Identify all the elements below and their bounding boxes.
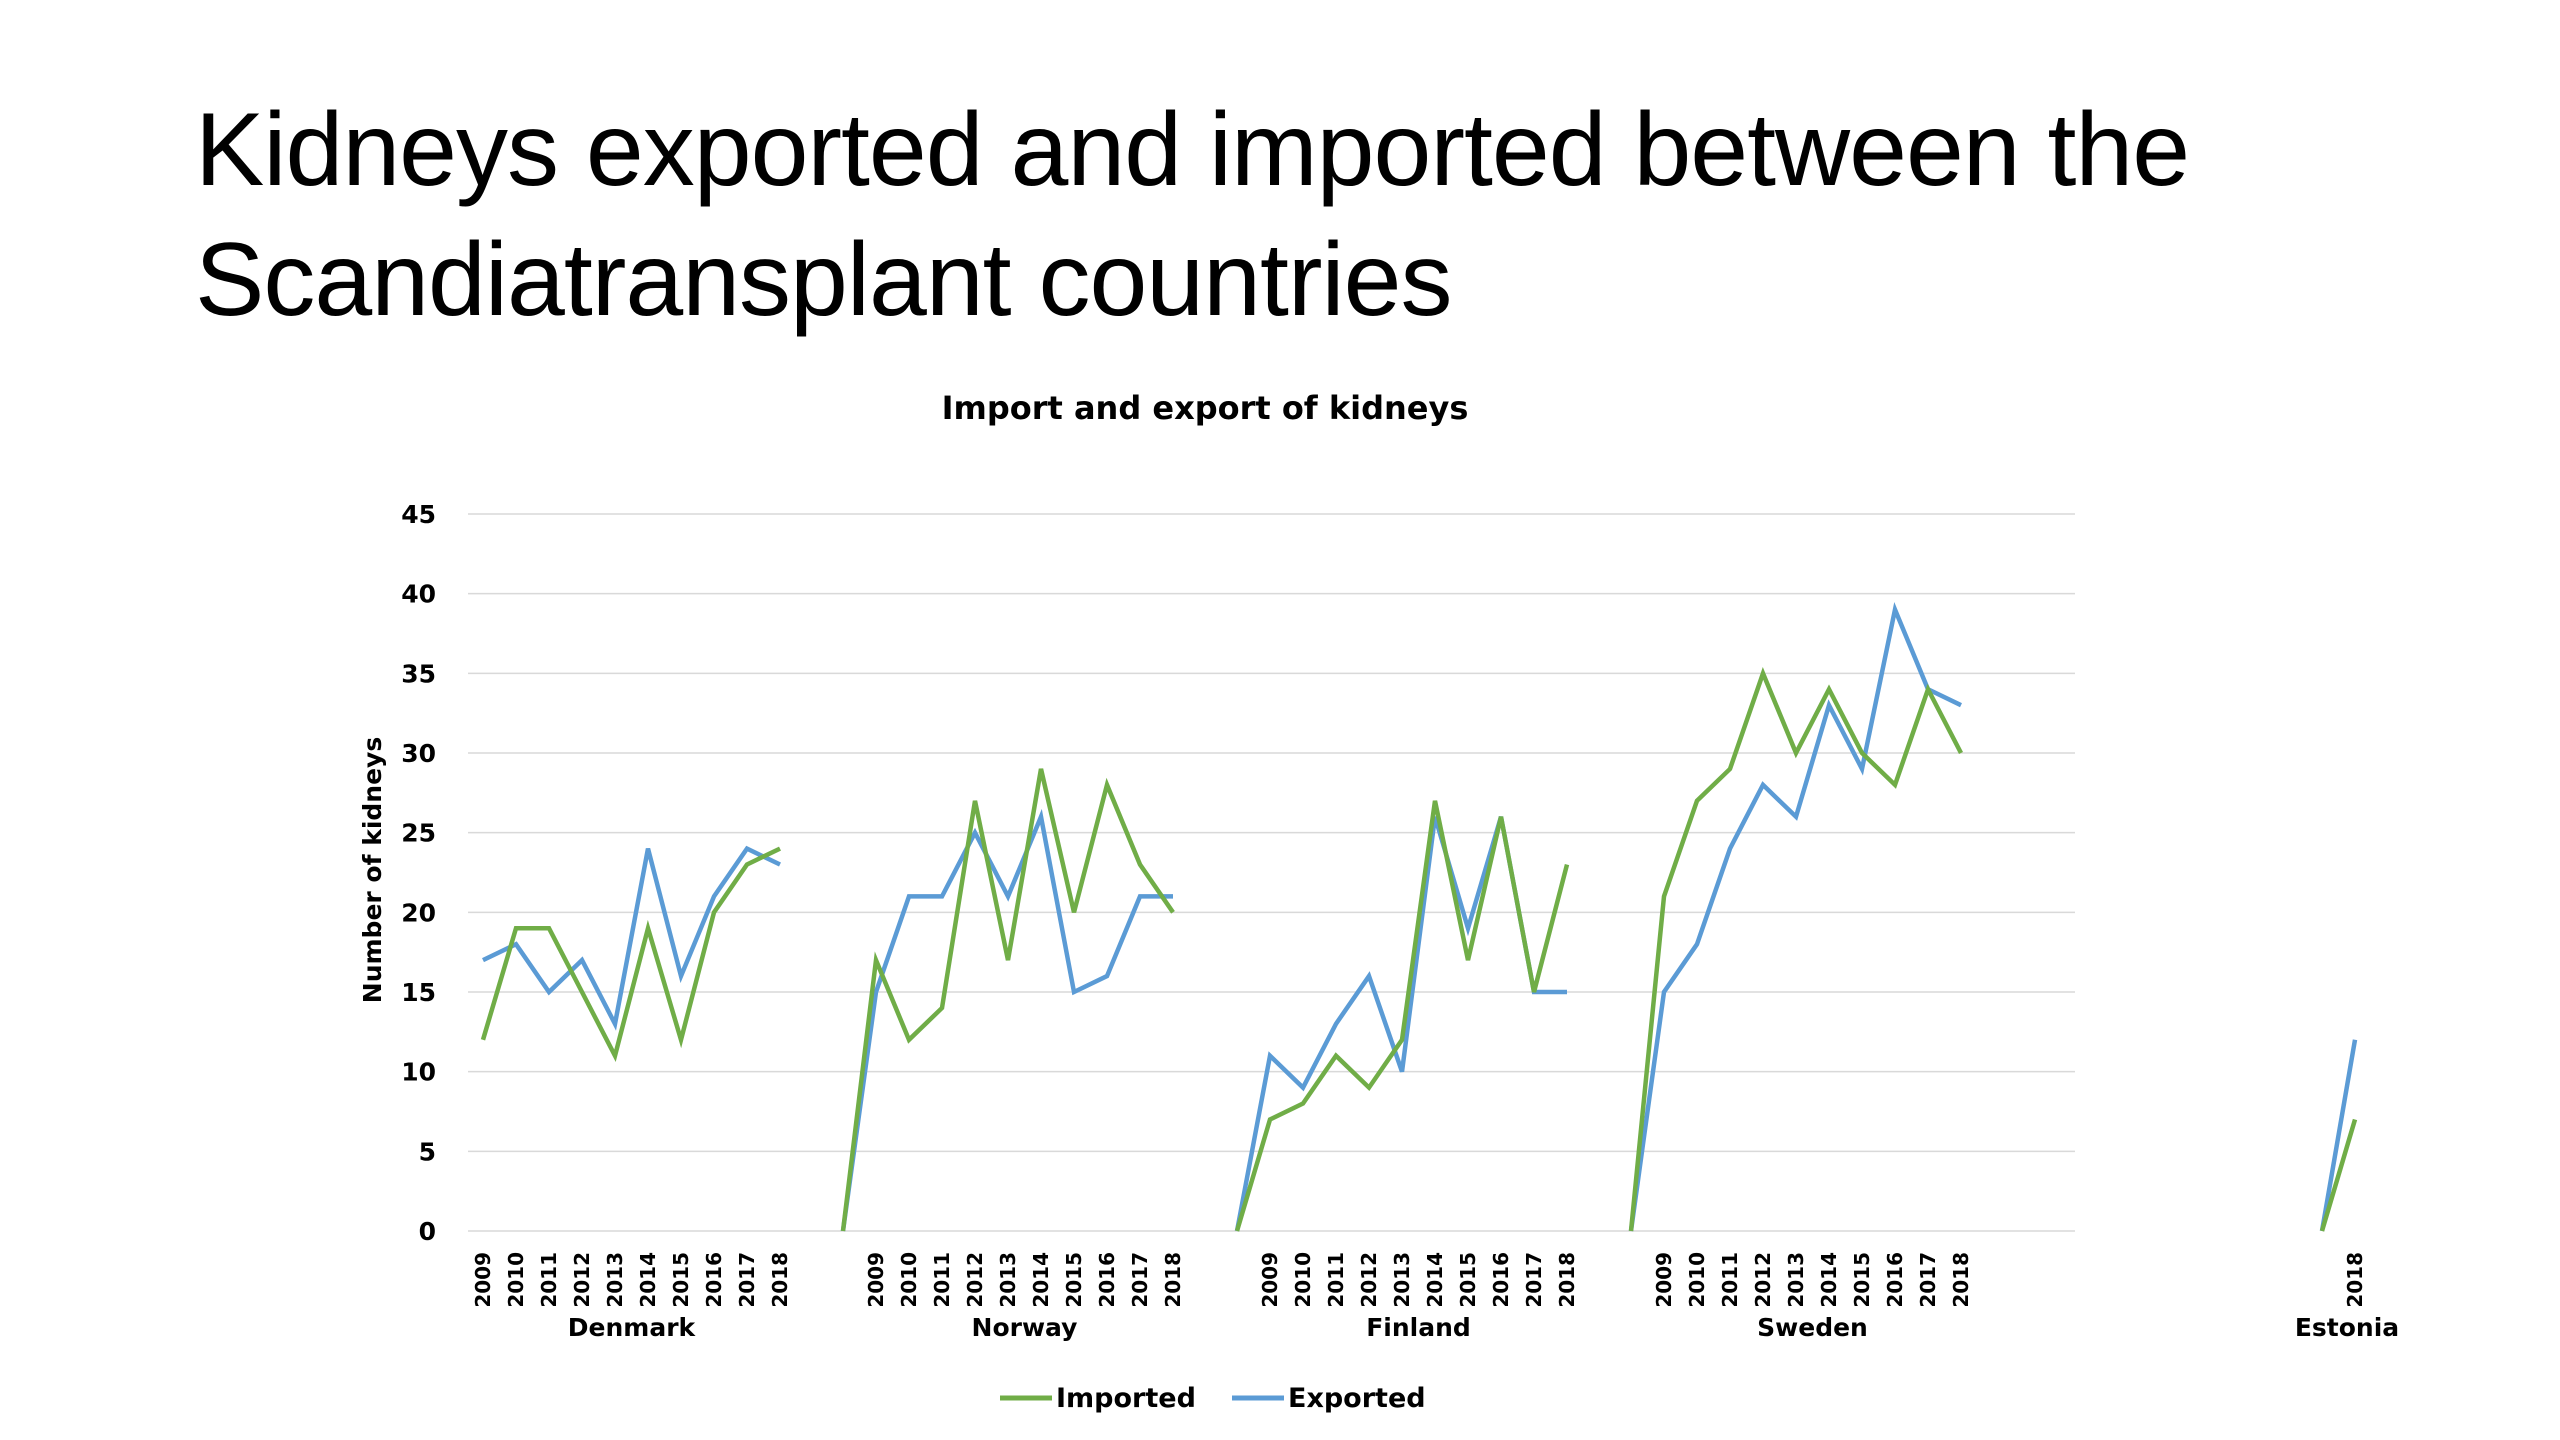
slide-title-line-1: Kidneys exported and imported between th… [195,92,2190,208]
y-tick-label: 25 [401,819,436,848]
x-tick-label: 2017 [1916,1252,1940,1308]
x-tick-label: 2017 [735,1252,759,1308]
y-tick-label: 35 [401,659,436,688]
y-axis-title: Number of kidneys [358,737,387,1003]
x-tick-label: 2017 [1128,1252,1152,1308]
x-tick-label: 2010 [504,1252,528,1308]
y-tick-label: 30 [401,739,436,768]
group-label-sweden: Sweden [1757,1313,1868,1342]
x-tick-label: 2014 [1817,1252,1841,1308]
x-tick-label: 2014 [636,1252,660,1308]
x-tick-label: 2012 [1751,1252,1775,1308]
x-tick-label: 2016 [702,1252,726,1308]
x-tick-label: 2014 [1423,1252,1447,1308]
x-tick-label: 2012 [963,1252,987,1308]
series-line-exported-sweden [1628,601,1962,1232]
x-tick-label: 2010 [897,1252,921,1308]
grid-lines [468,513,2075,1232]
x-tick-label: 2011 [930,1252,954,1308]
series-line-exported-denmark [482,845,781,1031]
x-tick-label: 2009 [471,1252,495,1308]
x-tick-label: 2013 [603,1252,627,1308]
x-tick-label: 2013 [996,1252,1020,1308]
y-tick-label: 0 [419,1217,436,1246]
x-tick-label: 2010 [1291,1252,1315,1308]
y-tick-label: 40 [401,580,436,609]
x-tick-label: 2009 [864,1252,888,1308]
legend-label-exported: Exported [1288,1383,1426,1414]
group-label-denmark: Denmark [568,1313,697,1342]
slide-title: Kidneys exported and imported between th… [195,85,2445,345]
x-tick-label: 2016 [1489,1252,1513,1308]
x-tick-label: 2016 [1883,1252,1907,1308]
slide-title-line-2: Scandiatransplant countries [195,222,1452,338]
x-tick-label: 2015 [1456,1252,1480,1308]
x-tick-label: 2014 [1029,1252,1053,1308]
series-line-exported-estonia [2319,1039,2358,1232]
x-tick-label: 2013 [1784,1252,1808,1308]
x-tick-label: 2018 [1555,1252,1579,1308]
x-tick-label: 2015 [1850,1252,1874,1308]
x-tick-label: 2009 [1258,1252,1282,1308]
x-tick-label: 2016 [1095,1252,1119,1308]
x-tick-label: 2012 [1357,1252,1381,1308]
y-tick-label: 15 [401,978,436,1007]
series-lines [480,601,2358,1232]
x-tick-label: 2018 [2343,1252,2367,1308]
x-axis-group-labels: Denmark Norway Finland Sweden Estonia [568,1313,2399,1342]
group-label-norway: Norway [972,1313,1078,1342]
series-line-imported-denmark [480,846,781,1062]
series-line-imported-norway [840,768,1175,1232]
x-tick-label: 2015 [669,1252,693,1308]
x-tick-label: 2011 [1324,1252,1348,1308]
x-tick-label: 2018 [1161,1252,1185,1308]
x-tick-label: 2015 [1062,1252,1086,1308]
y-axis-ticks: 0 5 10 15 20 25 30 35 40 45 [401,500,436,1246]
chart-title: Import and export of kidneys [942,389,1469,427]
y-tick-label: 10 [401,1058,436,1087]
x-tick-label: 2011 [1718,1252,1742,1308]
x-tick-label: 2010 [1685,1252,1709,1308]
x-tick-label: 2012 [570,1252,594,1308]
x-tick-label: 2017 [1522,1252,1546,1308]
group-label-finland: Finland [1366,1313,1471,1342]
legend: Imported Exported [1000,1383,1426,1414]
series-line-imported-sweden [1628,666,1963,1232]
y-tick-label: 45 [401,500,436,529]
series-line-imported-estonia [2319,1118,2358,1232]
group-label-estonia: Estonia [2295,1313,2399,1342]
x-tick-label: 2018 [1949,1252,1973,1308]
series-line-exported-norway [840,808,1173,1232]
x-axis-ticks: 2009 2010 2011 2012 2013 2014 2015 2016 2017 2018… [471,1252,2367,1308]
x-tick-label: 2013 [1390,1252,1414,1308]
legend-label-imported: Imported [1056,1383,1196,1414]
x-tick-label: 2009 [1652,1252,1676,1308]
x-tick-label: 2011 [537,1252,561,1308]
series-line-imported-finland [1234,800,1570,1232]
y-tick-label: 20 [401,898,436,927]
x-tick-label: 2018 [768,1252,792,1308]
y-tick-label: 5 [419,1137,436,1166]
